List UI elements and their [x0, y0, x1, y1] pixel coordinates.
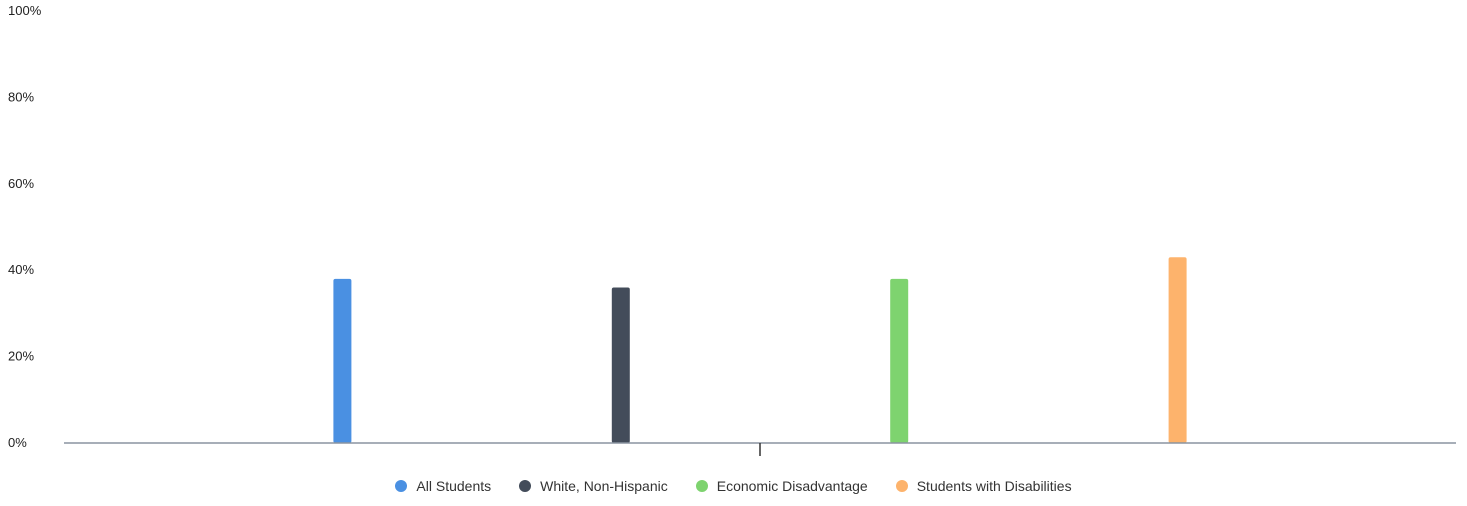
legend-marker — [395, 480, 408, 492]
bar-chart: 0% 20% 40% 60% 80% 100% — [8, 3, 1456, 456]
bar[interactable] — [890, 278, 909, 443]
legend-item[interactable]: Economic Disadvantage — [695, 478, 868, 494]
legend-item[interactable]: White, Non-Hispanic — [519, 478, 668, 494]
y-tick-label: 40% — [8, 262, 34, 277]
legend-label: Economic Disadvantage — [716, 478, 868, 494]
bars — [333, 257, 1187, 443]
y-tick-label: 100% — [8, 3, 42, 18]
legend-item[interactable]: All Students — [395, 478, 491, 494]
legend-label: Students with Disabilities — [916, 478, 1072, 494]
legend-item[interactable]: Students with Disabilities — [895, 478, 1072, 494]
y-tick-label: 80% — [8, 89, 34, 104]
legend: All Students White, Non-Hispanic Economic … — [0, 478, 1467, 494]
bar[interactable] — [611, 287, 630, 443]
legend-marker — [695, 480, 708, 492]
y-tick-label: 0% — [8, 435, 27, 450]
bar[interactable] — [333, 278, 352, 443]
bar[interactable] — [1168, 257, 1187, 443]
y-axis-ticks: 0% 20% 40% 60% 80% 100% — [8, 3, 42, 450]
legend-marker — [895, 480, 908, 492]
legend-label: All Students — [416, 478, 492, 494]
legend-label: White, Non-Hispanic — [540, 478, 668, 494]
y-tick-label: 60% — [8, 176, 34, 191]
legend-marker — [519, 480, 532, 492]
y-tick-label: 20% — [8, 349, 34, 364]
